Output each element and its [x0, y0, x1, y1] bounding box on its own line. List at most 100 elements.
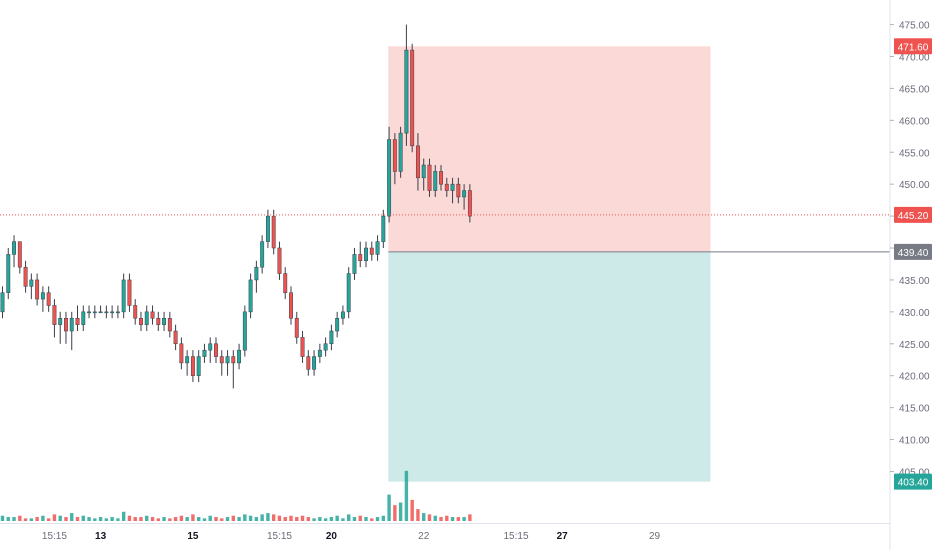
volume-bar	[185, 517, 189, 521]
entry-price-label-bg	[894, 243, 932, 260]
candle	[277, 241, 282, 280]
price-tick-label: 470.00	[899, 52, 930, 63]
candle	[104, 305, 109, 319]
candle-body	[0, 292, 5, 313]
volume-bar	[462, 517, 466, 521]
volume-bar	[306, 517, 311, 521]
price-tick-label: 430.00	[899, 308, 930, 319]
candle	[369, 241, 374, 261]
candle	[98, 305, 103, 314]
volume-bar	[70, 513, 74, 521]
volume-bar	[358, 515, 362, 521]
candle	[208, 337, 213, 363]
candle-body	[242, 311, 247, 351]
volume-bar	[162, 517, 166, 521]
candle	[219, 350, 224, 376]
volume-bar	[231, 515, 235, 521]
candle-body	[317, 349, 322, 357]
volume-bar	[439, 517, 443, 521]
candle-body	[167, 317, 172, 332]
volume-bar	[104, 518, 109, 521]
candle	[427, 158, 432, 197]
candle-body	[208, 343, 213, 351]
candle	[133, 299, 138, 325]
candle	[352, 248, 357, 280]
candle	[398, 126, 403, 178]
candle-body	[335, 317, 340, 332]
candle-body	[104, 311, 109, 314]
candle-body	[340, 311, 345, 319]
candle-body	[110, 311, 115, 314]
candle	[69, 311, 74, 351]
candle	[167, 311, 172, 338]
candle-body	[358, 254, 363, 262]
candle-body	[387, 139, 392, 217]
price-tick-label: 420.00	[899, 372, 930, 383]
price-tick-label: 405.00	[899, 467, 930, 478]
candle	[237, 343, 242, 370]
volume-bar	[202, 518, 207, 521]
volume-bar	[404, 470, 409, 521]
candle	[12, 235, 16, 268]
candle-body	[329, 330, 334, 345]
candle-body	[381, 215, 386, 242]
volume-bar	[254, 517, 259, 521]
candle-body	[214, 343, 218, 357]
stop-loss-zone	[388, 46, 711, 252]
candle	[17, 241, 22, 274]
volume-bar	[220, 518, 224, 521]
candle	[375, 235, 380, 261]
candle	[144, 305, 149, 332]
candle	[381, 209, 386, 249]
volume-bar	[87, 517, 91, 521]
volume-bar	[266, 513, 270, 521]
candle-body	[231, 356, 236, 364]
candle	[40, 286, 45, 312]
candle	[225, 350, 230, 376]
candle-body	[346, 273, 351, 313]
candle	[433, 165, 438, 197]
volume-bar	[352, 517, 357, 521]
candle-body	[92, 311, 97, 314]
volume-bar	[133, 517, 137, 521]
stop-loss-label: 471.60	[894, 38, 932, 55]
price-tick-label: 460.00	[899, 116, 930, 127]
candle-body	[64, 317, 68, 332]
candle	[46, 286, 51, 312]
volume-bar	[335, 515, 339, 521]
volume-bar	[29, 518, 34, 521]
candle-body	[237, 349, 242, 364]
candle-body	[265, 215, 270, 242]
candle-body	[375, 241, 380, 255]
position-tool[interactable]	[388, 46, 890, 482]
candle	[242, 305, 247, 357]
time-tick-label: 15	[187, 531, 199, 542]
volume-bar	[283, 517, 287, 521]
volume-bar	[323, 518, 328, 521]
candle-body	[444, 183, 449, 191]
volume-bar	[410, 499, 414, 521]
candle-body	[115, 311, 120, 314]
candle-body	[29, 279, 34, 287]
candle	[404, 24, 409, 146]
volume-bar	[214, 517, 218, 521]
volume-bar	[196, 517, 201, 521]
volume-bar	[398, 502, 403, 521]
candle-body	[364, 247, 368, 262]
candle-body	[283, 273, 288, 293]
candle	[271, 209, 276, 255]
candle-body	[369, 247, 374, 255]
time-axis[interactable]: 15:15 13 15 15:15 20 22 15:15 27 29	[42, 531, 661, 542]
candle	[467, 184, 472, 223]
price-tick-label: 410.00	[899, 436, 930, 447]
candle	[35, 273, 40, 306]
price-tick-label: 425.00	[899, 340, 930, 351]
candle	[364, 241, 368, 268]
candle	[173, 324, 178, 351]
candle	[340, 305, 345, 325]
candle-body	[87, 311, 91, 314]
candle-body	[433, 171, 438, 191]
volume-bar	[18, 515, 22, 521]
volume-bar	[248, 515, 253, 521]
